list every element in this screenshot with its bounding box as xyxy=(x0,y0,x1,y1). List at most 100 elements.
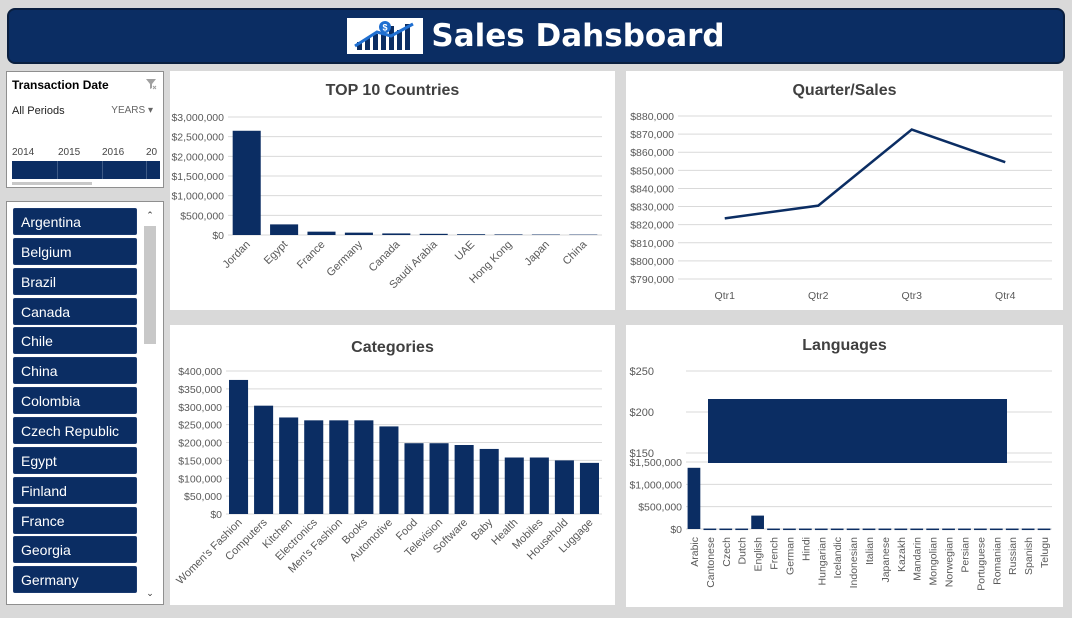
bar xyxy=(454,445,474,514)
dashboard-title: Sales Dahsboard xyxy=(431,18,725,54)
bar xyxy=(479,448,499,514)
y-tick-label: $830,000 xyxy=(630,202,674,214)
x-tick-label: Qtr3 xyxy=(902,290,923,302)
bar xyxy=(457,234,486,235)
x-tick-label: Czech xyxy=(721,537,733,567)
bar xyxy=(304,420,324,514)
slicer-item[interactable]: Finland xyxy=(13,476,137,504)
bar xyxy=(279,417,299,514)
y-tick-label: $0 xyxy=(210,509,222,521)
bar xyxy=(554,460,574,514)
bar xyxy=(382,233,411,235)
x-tick-label: Indonesian xyxy=(848,537,860,589)
bar xyxy=(1005,528,1019,531)
x-tick-label: Spanish xyxy=(1023,537,1035,575)
bar xyxy=(878,528,892,531)
bar xyxy=(862,528,876,531)
y-tick-label: $150 xyxy=(630,448,654,460)
slicer-item[interactable]: France xyxy=(13,506,137,534)
slicer-item[interactable]: Germany xyxy=(13,566,137,594)
x-tick-label: Italian xyxy=(864,537,876,565)
slicer-scrollbar[interactable]: ⌃ ⌄ xyxy=(143,208,157,600)
transaction-date-timeline[interactable]: Transaction Date All Periods YEARS ▾ 201… xyxy=(6,71,164,188)
timeline-years: 2014 2015 2016 20 xyxy=(12,147,160,159)
timeline-year: 2016 xyxy=(102,147,125,158)
slicer-item[interactable]: Argentina xyxy=(13,208,137,235)
bar xyxy=(254,405,274,514)
y-tick-label: $250 xyxy=(630,366,654,378)
quarter-sales-panel: Quarter/Sales $790,000 $800,000 $810,000 $8… xyxy=(626,71,1063,310)
series-line xyxy=(724,128,1006,220)
bar xyxy=(751,515,764,529)
timeline-level-label: YEARS xyxy=(111,105,146,116)
y-tick-label: $2,500,000 xyxy=(171,132,224,144)
y-tick-label: $150,000 xyxy=(178,455,222,467)
bar xyxy=(703,528,717,531)
x-tick-label: Japanese xyxy=(880,537,892,583)
bar xyxy=(926,528,940,531)
chart-title: Languages xyxy=(802,337,887,354)
x-tick-label: Portuguese xyxy=(975,537,987,591)
timeline-year: 20 xyxy=(146,147,158,158)
timeline-selection-bar[interactable] xyxy=(12,161,160,179)
bar xyxy=(1037,528,1051,531)
bar xyxy=(529,457,549,514)
bar xyxy=(344,232,373,235)
x-tick-label: Mongolian xyxy=(928,537,940,586)
y-tick-label: $0 xyxy=(670,524,682,536)
y-tick-label: $400,000 xyxy=(178,366,222,378)
quarter-sales-chart: $790,000 $800,000 $810,000 $820,000 $830,000… xyxy=(630,111,1052,302)
chart-title: Categories xyxy=(351,339,434,356)
bar xyxy=(429,443,449,514)
timeline-year: 2014 xyxy=(12,147,35,158)
clear-filter-icon[interactable] xyxy=(145,77,157,90)
scroll-down-icon[interactable]: ⌄ xyxy=(146,588,154,598)
y-tick-label: $860,000 xyxy=(630,147,674,159)
bar xyxy=(798,528,812,531)
y-tick-label: $250,000 xyxy=(178,420,222,432)
slicer-item[interactable]: China xyxy=(13,357,137,385)
x-tick-label: Qtr4 xyxy=(995,290,1016,302)
x-tick-label: Romanian xyxy=(991,537,1003,585)
y-tick-label: $1,000,000 xyxy=(629,479,682,491)
slicer-item[interactable]: Georgia xyxy=(13,536,137,564)
timeline-year: 2015 xyxy=(58,147,81,158)
bar xyxy=(329,420,349,514)
slicer-item[interactable]: Egypt xyxy=(13,446,137,474)
bar xyxy=(974,528,987,531)
categories-panel: Categories $0 $50,000 $100,000 $150,000 $200… xyxy=(170,325,615,605)
x-tick-label: Cantonese xyxy=(705,537,717,588)
y-tick-label: $880,000 xyxy=(630,111,674,123)
slicer-item[interactable]: Brazil xyxy=(13,267,137,295)
bar xyxy=(579,462,599,514)
slicer-item[interactable]: Belgium xyxy=(13,237,137,265)
x-tick-label: Jordan xyxy=(221,239,253,271)
y-tick-label: $800,000 xyxy=(630,256,674,268)
top-countries-panel: TOP 10 Countries $0 $500,000 $1,000,000 $1,… xyxy=(170,71,615,310)
y-tick-label: $50,000 xyxy=(184,491,222,503)
bar xyxy=(1021,528,1035,531)
timeline-level-dropdown[interactable]: YEARS ▾ xyxy=(111,105,153,116)
slicer-item[interactable]: Czech Republic xyxy=(13,416,137,444)
y-tick-label: $810,000 xyxy=(630,238,674,250)
y-tick-label: $870,000 xyxy=(630,129,674,141)
scroll-thumb[interactable] xyxy=(144,226,156,344)
y-tick-label: $840,000 xyxy=(630,183,674,195)
chart-title: TOP 10 Countries xyxy=(325,82,460,99)
scroll-up-icon[interactable]: ⌃ xyxy=(146,210,154,220)
x-tick-label: Egypt xyxy=(262,239,290,267)
bar xyxy=(307,231,336,235)
timeline-scrollbar[interactable] xyxy=(12,182,92,185)
x-tick-label: Hungarian xyxy=(816,537,828,586)
slicer-item[interactable]: Colombia xyxy=(13,387,137,415)
bar xyxy=(942,528,955,531)
y-tick-label: $0 xyxy=(212,230,224,242)
bar xyxy=(830,528,844,531)
x-tick-label: Russian xyxy=(1007,537,1019,575)
bar xyxy=(494,234,523,235)
languages-panel: Languages $150 $200 $250 $0 $500,000 $1,000,0… xyxy=(626,325,1063,607)
x-tick-label: Germany xyxy=(325,238,366,279)
y-tick-label: $1,000,000 xyxy=(171,191,224,203)
slicer-item[interactable]: Canada xyxy=(13,297,137,325)
slicer-item[interactable]: Chile xyxy=(13,327,137,355)
